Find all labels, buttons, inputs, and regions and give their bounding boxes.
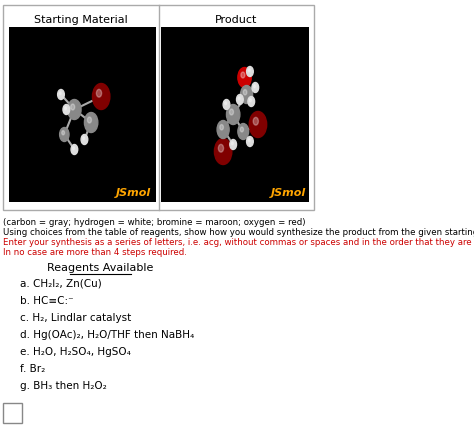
Circle shape xyxy=(237,95,243,105)
Circle shape xyxy=(68,99,81,120)
Text: Starting Material: Starting Material xyxy=(34,15,128,25)
Circle shape xyxy=(238,124,248,139)
Bar xyxy=(162,27,309,202)
Circle shape xyxy=(92,84,110,110)
Circle shape xyxy=(231,142,233,145)
Circle shape xyxy=(249,99,251,102)
Circle shape xyxy=(59,92,61,95)
Bar xyxy=(9,27,156,202)
Circle shape xyxy=(227,105,240,124)
Circle shape xyxy=(225,102,227,105)
Circle shape xyxy=(82,137,84,140)
Circle shape xyxy=(64,107,66,110)
Text: f. Br₂: f. Br₂ xyxy=(20,364,46,374)
Circle shape xyxy=(230,139,237,149)
Circle shape xyxy=(238,67,251,88)
Text: Product: Product xyxy=(215,15,258,25)
Circle shape xyxy=(217,120,229,138)
Text: (carbon = gray; hydrogen = white; bromine = maroon; oxygen = red): (carbon = gray; hydrogen = white; bromin… xyxy=(3,218,306,227)
Circle shape xyxy=(220,124,223,130)
Text: JSmol: JSmol xyxy=(116,188,151,198)
Circle shape xyxy=(84,113,98,133)
Circle shape xyxy=(87,117,91,123)
Bar xyxy=(3,403,22,423)
Circle shape xyxy=(246,137,253,146)
Text: b. HC≡C:⁻: b. HC≡C:⁻ xyxy=(20,296,74,306)
Circle shape xyxy=(223,99,230,110)
Circle shape xyxy=(62,131,64,135)
Circle shape xyxy=(60,127,69,141)
Circle shape xyxy=(58,89,64,99)
Text: JSmol: JSmol xyxy=(271,188,306,198)
Text: Enter your synthesis as a series of letters, i.e. acg, without commas or spaces : Enter your synthesis as a series of lett… xyxy=(3,238,474,247)
Circle shape xyxy=(219,145,224,152)
Circle shape xyxy=(249,112,267,138)
Bar xyxy=(3,5,314,210)
Circle shape xyxy=(214,138,232,165)
Text: a. CH₂I₂, Zn(Cu): a. CH₂I₂, Zn(Cu) xyxy=(20,279,102,289)
Circle shape xyxy=(238,97,240,100)
Text: g. BH₃ then H₂O₂: g. BH₃ then H₂O₂ xyxy=(20,381,107,391)
Circle shape xyxy=(96,89,101,97)
Circle shape xyxy=(71,145,78,155)
Circle shape xyxy=(248,69,250,72)
Circle shape xyxy=(81,134,88,145)
Circle shape xyxy=(248,139,250,142)
Text: Reagents Available: Reagents Available xyxy=(47,263,154,273)
Text: c. H₂, Lindlar catalyst: c. H₂, Lindlar catalyst xyxy=(20,313,131,323)
Circle shape xyxy=(243,89,247,95)
Circle shape xyxy=(253,117,258,125)
Circle shape xyxy=(73,147,74,150)
Text: In no case are more than 4 steps required.: In no case are more than 4 steps require… xyxy=(3,248,187,257)
Circle shape xyxy=(241,72,245,78)
Text: Using choices from the table of reagents, show how you would synthesize the prod: Using choices from the table of reagents… xyxy=(3,228,474,237)
Circle shape xyxy=(246,67,253,77)
Circle shape xyxy=(63,105,70,114)
Circle shape xyxy=(240,85,253,103)
Circle shape xyxy=(248,96,255,106)
Text: e. H₂O, H₂SO₄, HgSO₄: e. H₂O, H₂SO₄, HgSO₄ xyxy=(20,347,131,357)
Circle shape xyxy=(229,109,234,115)
Circle shape xyxy=(252,82,259,92)
Circle shape xyxy=(71,104,75,110)
Circle shape xyxy=(240,127,244,132)
Circle shape xyxy=(254,85,255,88)
Text: d. Hg(OAc)₂, H₂O/THF then NaBH₄: d. Hg(OAc)₂, H₂O/THF then NaBH₄ xyxy=(20,330,194,340)
